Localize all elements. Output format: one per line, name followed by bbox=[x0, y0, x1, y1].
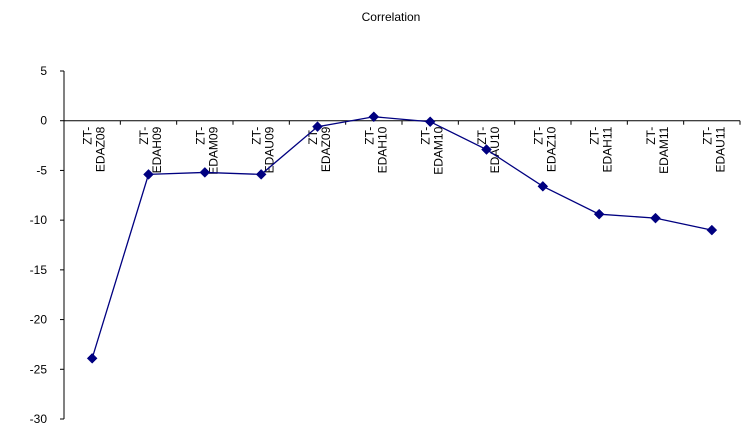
x-tick-label-line: ZT- bbox=[419, 127, 433, 145]
x-tick-label: ZT- EDAZ09 bbox=[306, 126, 333, 172]
x-tick-label: ZT- EDAM10 bbox=[419, 126, 446, 174]
x-tick-label: ZT- EDAZ10 bbox=[531, 126, 558, 172]
data-point bbox=[650, 212, 661, 224]
x-tick-label-line: EDAH11 bbox=[601, 126, 615, 172]
y-tick-label: -5 bbox=[36, 163, 47, 177]
x-tick-label: ZT- EDAM11 bbox=[644, 126, 671, 173]
x-tick-label-line: ZT- bbox=[644, 127, 658, 145]
x-tick-label: ZT- EDAH11 bbox=[588, 126, 615, 172]
x-tick-label-line: EDAZ08 bbox=[94, 126, 108, 172]
x-tick-label-line: ZT- bbox=[193, 127, 207, 145]
y-tick-label: -30 bbox=[30, 412, 48, 426]
data-point bbox=[424, 116, 436, 128]
x-tick-label-line: ZT- bbox=[306, 127, 320, 145]
series-line bbox=[91, 116, 712, 359]
series bbox=[86, 111, 718, 364]
x-tick-label: ZT- EDAH09 bbox=[137, 126, 164, 173]
x-tick-label-line: ZT- bbox=[531, 127, 545, 145]
x-tick-label: ZT- EDAM09 bbox=[193, 126, 220, 174]
x-tick-label-line: ZT- bbox=[475, 127, 489, 145]
y-tick-label: -20 bbox=[30, 313, 48, 327]
x-tick-label-line: ZT- bbox=[362, 127, 376, 145]
data-point bbox=[593, 208, 605, 220]
data-point bbox=[199, 167, 211, 178]
x-tick-label-line: EDAH10 bbox=[375, 126, 389, 173]
data-point bbox=[86, 352, 98, 364]
x-tick-label-line: ZT- bbox=[81, 127, 95, 145]
y-tick-label: 0 bbox=[40, 114, 47, 128]
x-tick-label-line: EDAM11 bbox=[657, 126, 671, 173]
data-point bbox=[537, 180, 549, 192]
x-tick-label: ZT- EDAU10 bbox=[475, 126, 502, 173]
x-tick-label-line: EDAM09 bbox=[206, 126, 220, 174]
data-point bbox=[481, 144, 492, 155]
data-point bbox=[706, 224, 718, 236]
x-tick-label-line: EDAH09 bbox=[150, 126, 164, 173]
x-tick-label-line: EDAU10 bbox=[488, 126, 502, 173]
data-point bbox=[312, 121, 323, 133]
x-tick-label: ZT- EDAU09 bbox=[250, 126, 277, 173]
data-point bbox=[368, 111, 380, 123]
x-tick-label: ZT- EDAH10 bbox=[362, 126, 389, 173]
x-tick-label-line: ZT- bbox=[588, 127, 602, 145]
x-tick-label-line: EDAZ09 bbox=[319, 126, 333, 172]
x-tick-label: ZT- EDAZ08 bbox=[81, 126, 108, 172]
x-tick-label-line: ZT- bbox=[250, 127, 264, 145]
x-tick-label-line: ZT- bbox=[137, 127, 151, 145]
x-tick-label-line: EDAZ10 bbox=[544, 126, 558, 172]
x-tick-label-line: EDAU09 bbox=[263, 126, 277, 173]
data-point bbox=[255, 169, 267, 180]
y-tick-label: -25 bbox=[30, 362, 48, 376]
axes bbox=[60, 70, 741, 420]
chart-title: Correlation bbox=[362, 10, 421, 24]
y-tick-labels: 5 0 -5 -10 -15 -20 -25 -30 bbox=[30, 64, 48, 426]
x-tick-labels: ZT- EDAZ08 ZT- EDAH09 ZT- EDAM09 ZT- EDAU09 ZT- E… bbox=[81, 126, 728, 174]
data-point bbox=[143, 169, 154, 180]
y-tick-label: -10 bbox=[30, 213, 48, 227]
y-tick-label: -15 bbox=[30, 263, 48, 277]
y-tick-label: 5 bbox=[40, 64, 47, 78]
x-tick-label: ZT- EDAU11 bbox=[700, 126, 727, 172]
x-tick-label-line: ZT- bbox=[700, 127, 714, 145]
x-tick-label-line: EDAU11 bbox=[713, 126, 727, 172]
x-tick-label-line: EDAM10 bbox=[432, 126, 446, 174]
